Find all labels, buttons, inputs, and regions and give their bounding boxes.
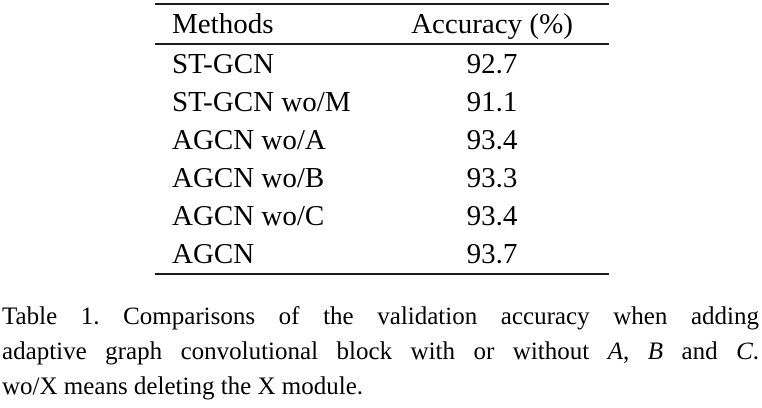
- table-row: AGCN wo/A 93.4: [155, 121, 609, 159]
- method-cell: AGCN wo/A: [172, 124, 326, 156]
- table-row: AGCN wo/C 93.4: [155, 197, 609, 235]
- method-cell: ST-GCN: [172, 48, 275, 80]
- methods-column-header: Methods: [172, 8, 274, 40]
- accuracy-cell: 93.4: [466, 200, 518, 232]
- table-caption: Table 1. Comparisons of the validation a…: [2, 299, 759, 404]
- accuracy-column-header: Accuracy (%): [411, 8, 573, 40]
- caption-text: and: [662, 338, 737, 365]
- caption-text: ,: [622, 338, 648, 365]
- table-row: ST-GCN wo/M 91.1: [155, 83, 609, 121]
- math-variable-c: C: [736, 338, 753, 365]
- table-row: ST-GCN 92.7: [155, 44, 609, 83]
- caption-line-1: Table 1. Comparisons of the validation a…: [2, 303, 759, 330]
- caption-text: adaptive graph convolutional block with …: [2, 338, 608, 365]
- table-header-row: Methods Accuracy (%): [155, 4, 609, 44]
- results-table: Methods Accuracy (%) ST-GCN 92.7 ST-GCN …: [155, 3, 609, 275]
- math-variable-b: B: [647, 338, 663, 365]
- method-cell: AGCN wo/B: [172, 162, 325, 194]
- accuracy-cell: 93.3: [466, 162, 518, 194]
- table-row: AGCN 93.7: [155, 235, 609, 274]
- caption-line-2: adaptive graph convolutional block with …: [2, 334, 759, 369]
- method-cell: AGCN: [172, 238, 255, 270]
- table-row: AGCN wo/B 93.3: [155, 159, 609, 197]
- caption-text: .: [752, 338, 759, 365]
- accuracy-cell: 93.4: [466, 124, 518, 156]
- method-cell: ST-GCN wo/M: [172, 86, 351, 118]
- accuracy-cell: 92.7: [466, 48, 518, 80]
- accuracy-cell: 91.1: [466, 86, 518, 118]
- caption-line-3: wo/X means deleting the X module.: [2, 373, 364, 400]
- accuracy-cell: 93.7: [466, 238, 518, 270]
- math-variable-a: A: [607, 338, 623, 365]
- method-cell: AGCN wo/C: [172, 200, 325, 232]
